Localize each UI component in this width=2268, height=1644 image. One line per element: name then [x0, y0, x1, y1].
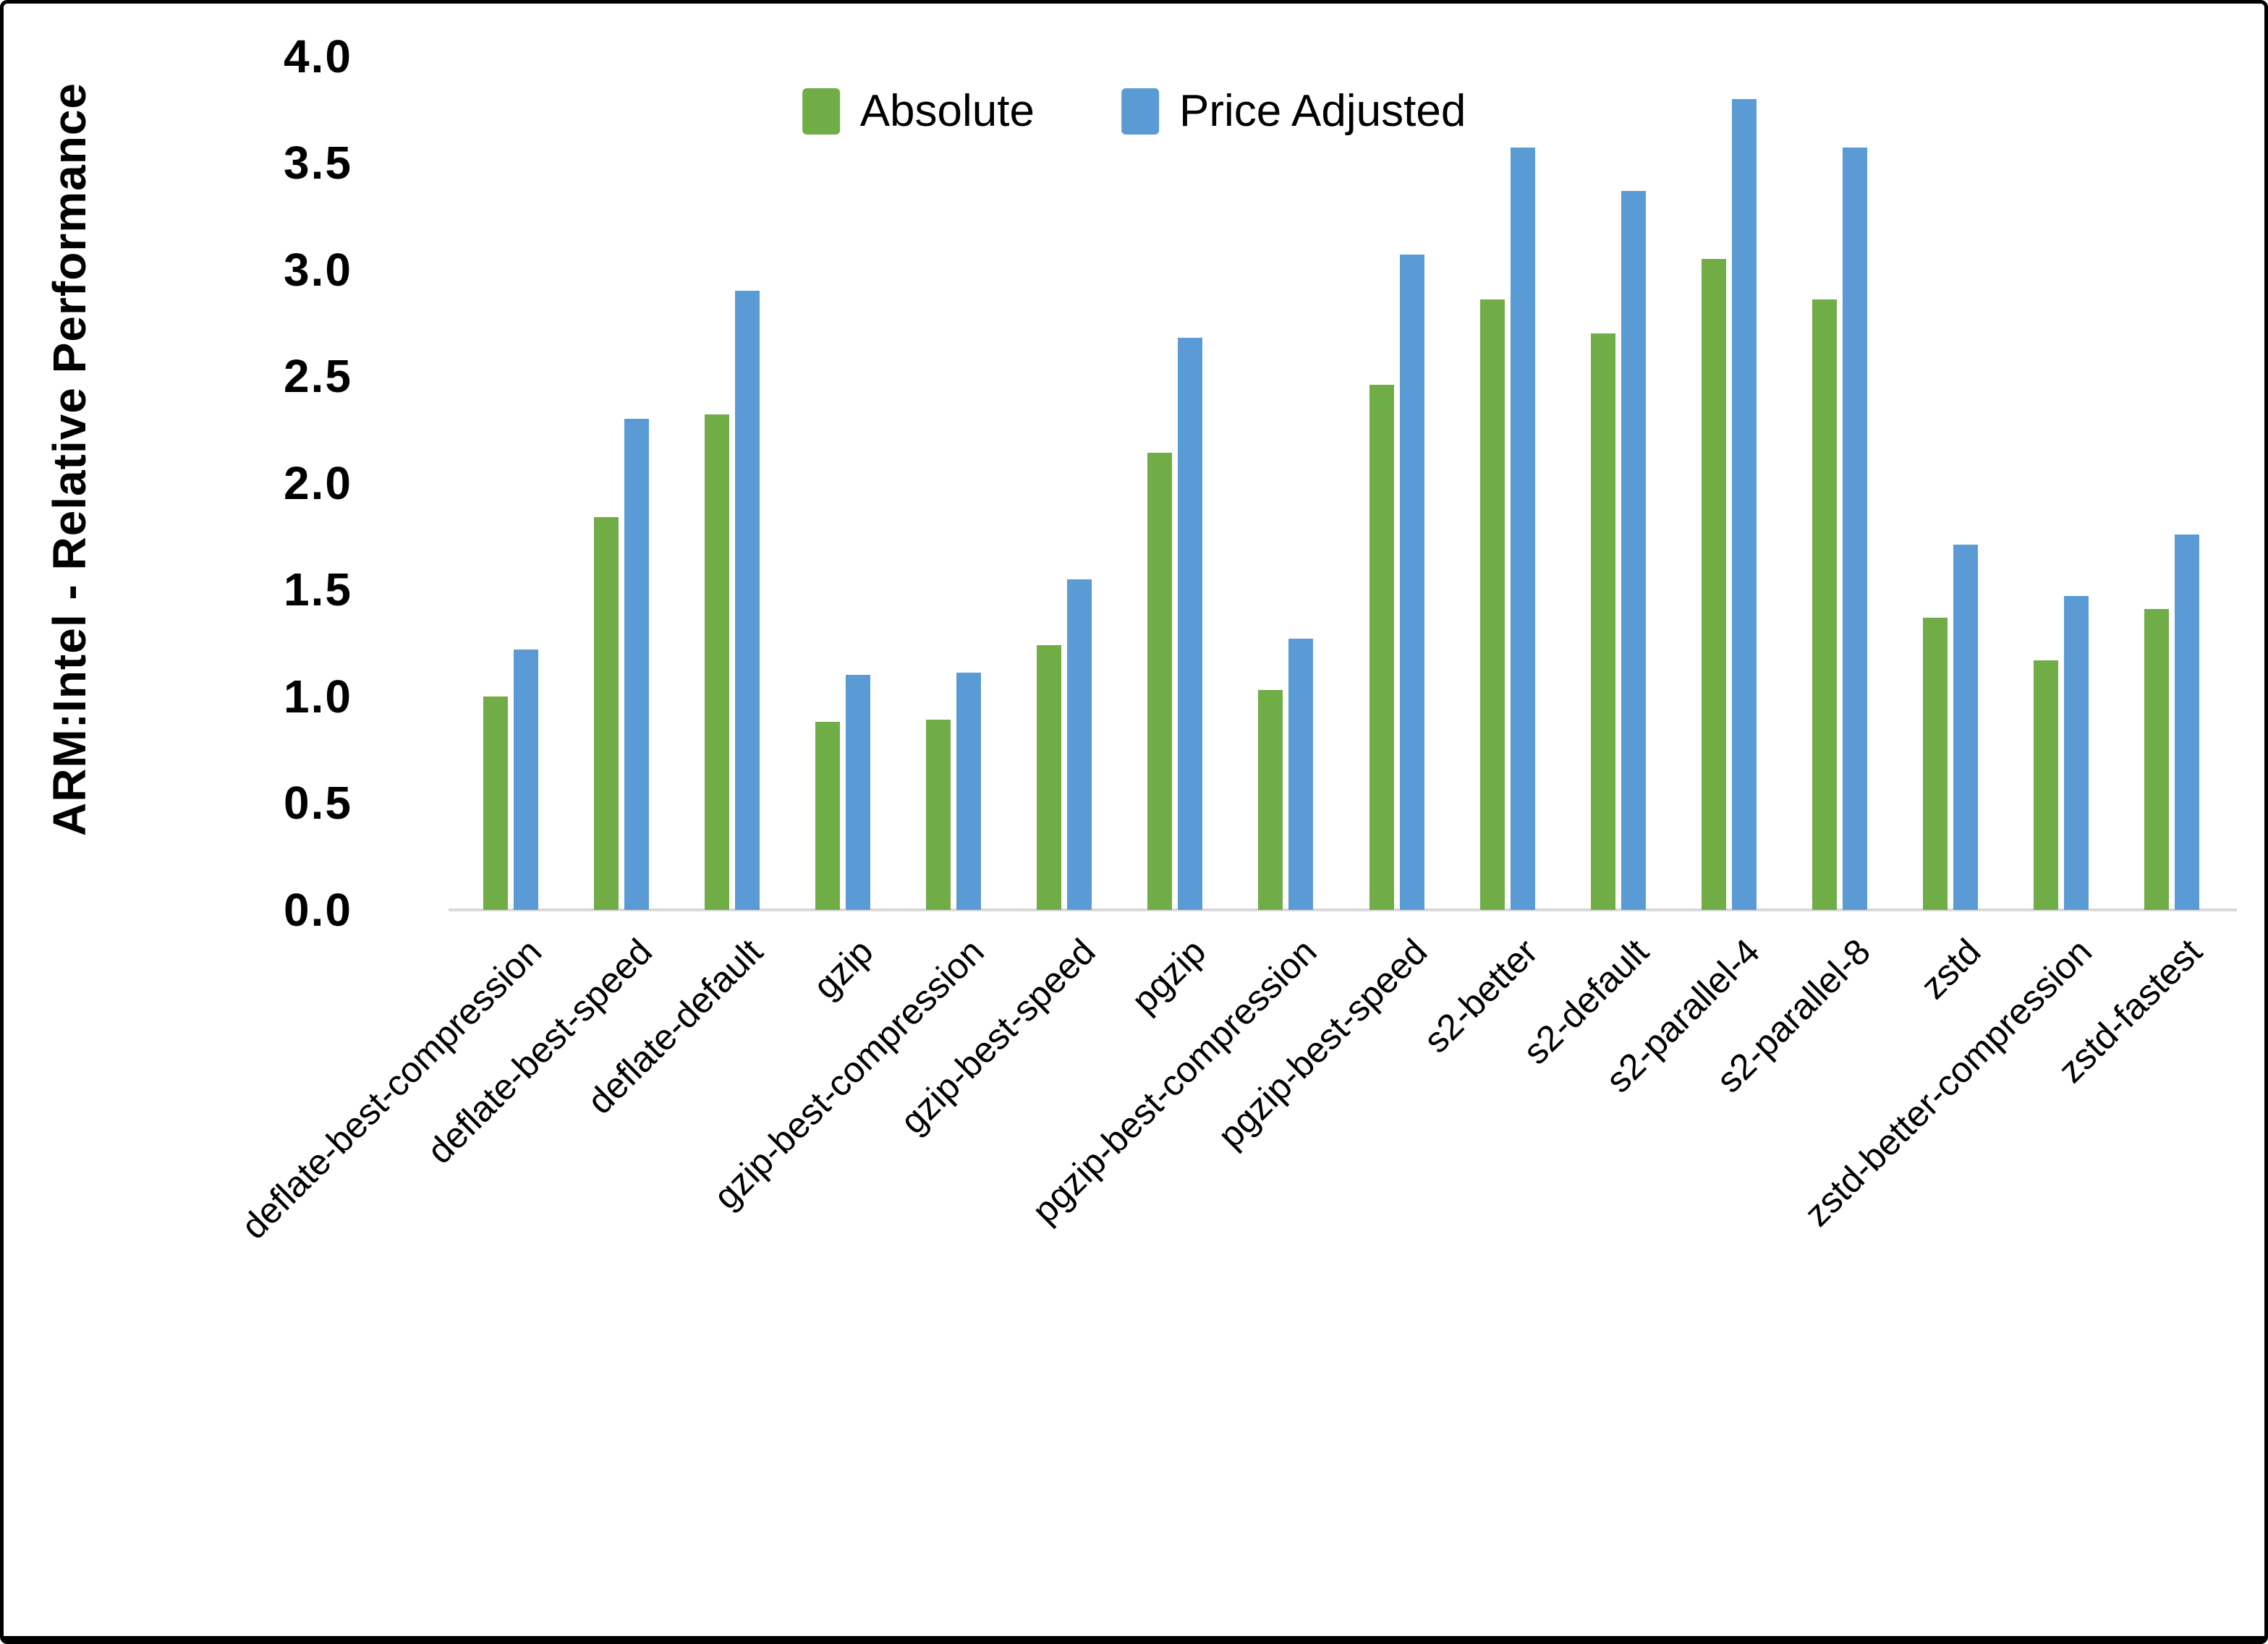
- bar-absolute: [1369, 385, 1394, 910]
- bar-absolute: [2144, 608, 2170, 910]
- bar-absolute: [1701, 258, 1726, 910]
- x-tick-label: zstd: [1913, 931, 1989, 1007]
- legend-label-price-adjusted: Price Adjusted: [1178, 86, 1466, 136]
- bar-price-adjusted: [1067, 579, 1092, 910]
- legend-swatch-price-adjusted-icon: [1121, 88, 1159, 135]
- bar-price-adjusted: [735, 291, 760, 910]
- bar-price-adjusted: [2063, 596, 2089, 910]
- bar-price-adjusted: [846, 675, 871, 910]
- y-tick-label: 1.5: [284, 563, 352, 616]
- y-tick-label: 3.0: [284, 243, 352, 296]
- bar-price-adjusted: [1399, 255, 1424, 910]
- bar-absolute: [1590, 333, 1615, 910]
- y-tick-label: 2.0: [284, 456, 352, 509]
- y-tick-label: 0.5: [284, 777, 352, 830]
- bar-price-adjusted: [514, 649, 538, 910]
- bar-price-adjusted: [2175, 534, 2200, 910]
- bar-price-adjusted: [1510, 148, 1535, 910]
- bar-absolute: [1258, 690, 1283, 910]
- x-axis-line: [449, 908, 2237, 911]
- bar-price-adjusted: [1731, 98, 1757, 910]
- bar-absolute: [1037, 645, 1062, 910]
- y-tick-label: 0.0: [284, 884, 352, 936]
- bar-absolute: [1812, 299, 1837, 910]
- bar-price-adjusted: [1621, 190, 1646, 910]
- legend: Absolute Price Adjusted: [802, 85, 1466, 137]
- bar-absolute: [1147, 453, 1173, 910]
- bar-price-adjusted: [1953, 545, 1978, 910]
- y-tick-label: 1.0: [284, 670, 352, 723]
- bar-absolute: [815, 722, 841, 910]
- bar-absolute: [1479, 299, 1505, 910]
- bar-absolute: [483, 696, 508, 910]
- bar-price-adjusted: [624, 419, 650, 910]
- legend-item-price-adjusted: Price Adjusted: [1121, 85, 1466, 137]
- y-tick-label: 4.0: [284, 30, 352, 82]
- bar-absolute: [2033, 660, 2058, 910]
- bar-price-adjusted: [1842, 148, 1867, 910]
- y-axis-title: ARM:Intel - Relative Performance: [43, 82, 95, 837]
- bar-absolute: [594, 517, 619, 910]
- bar-absolute: [705, 414, 730, 910]
- x-tick-label: pgzip: [1124, 931, 1214, 1021]
- bar-price-adjusted: [1288, 639, 1314, 910]
- y-tick-label: 2.5: [284, 350, 352, 403]
- bar-price-adjusted: [956, 673, 982, 910]
- legend-label-absolute: Absolute: [859, 86, 1035, 136]
- x-tick-label: gzip-best-speed: [892, 931, 1103, 1142]
- bar-absolute: [926, 720, 951, 910]
- x-tick-label: pgzip-best-speed: [1210, 931, 1435, 1157]
- x-tick-label: gzip: [805, 931, 882, 1007]
- legend-swatch-absolute-icon: [802, 88, 840, 135]
- y-tick-label: 3.5: [284, 137, 352, 189]
- legend-item-absolute: Absolute: [802, 85, 1035, 137]
- bar-absolute: [1922, 617, 1948, 910]
- bar-price-adjusted: [1178, 338, 1203, 910]
